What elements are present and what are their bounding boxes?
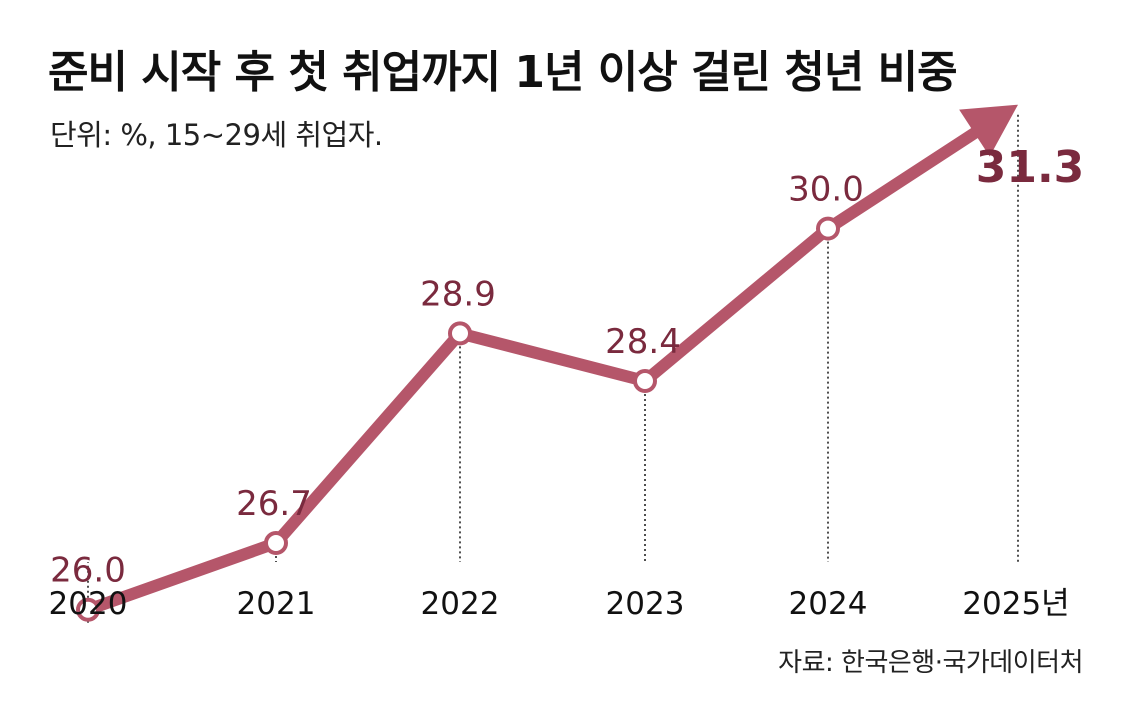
data-point-2024 [816, 216, 840, 241]
data-point-2021 [264, 531, 288, 556]
data-point-arrow-2025년 [959, 104, 1018, 157]
value-label-2024: 30.0 [788, 170, 864, 210]
value-label-2021: 26.7 [236, 484, 312, 524]
source-note: 자료: 한국은행·국가데이터처 [778, 648, 1083, 678]
value-label-2022: 28.9 [420, 274, 496, 314]
data-point-2023 [633, 369, 657, 394]
value-label-2023: 28.4 [605, 322, 681, 362]
x-tick-label-2020: 2020 [49, 586, 128, 622]
x-tick-label-2021: 2021 [237, 586, 316, 622]
data-point-2020 [76, 597, 100, 622]
chart-title: 준비 시작 후 첫 취업까지 1년 이상 걸린 청년 비중 [48, 47, 958, 98]
value-label-2020: 26.0 [50, 551, 126, 591]
data-point-2022 [448, 321, 472, 346]
x-tick-label-2024: 2024 [789, 586, 868, 622]
x-tick-label-2025년: 2025년 [962, 586, 1069, 622]
unit-note: 단위: %, 15~29세 취업자. [50, 118, 383, 152]
series-line [82, 127, 981, 616]
x-tick-label-2022: 2022 [421, 586, 500, 622]
value-label-2025년: 31.3 [976, 142, 1085, 193]
x-tick-label-2023: 2023 [606, 586, 685, 622]
